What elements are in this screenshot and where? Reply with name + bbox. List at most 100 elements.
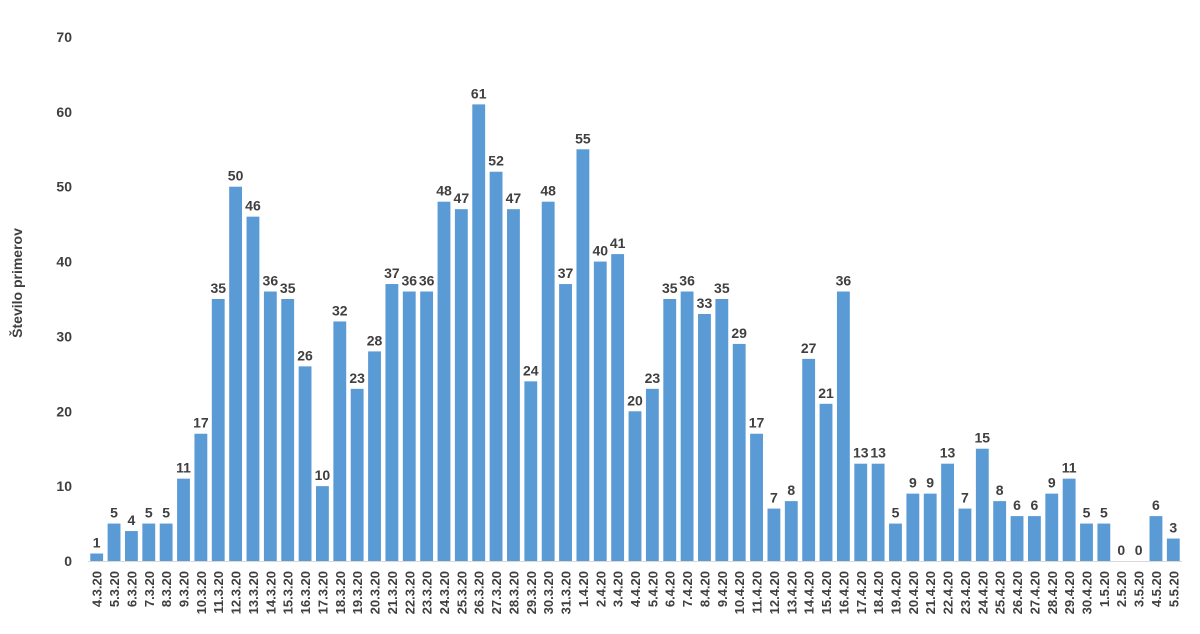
data-label: 40 — [592, 243, 608, 259]
x-tick-label: 15.4.20 — [819, 571, 834, 614]
data-label: 0 — [1117, 542, 1125, 558]
x-tick-label: 23.4.20 — [958, 571, 973, 614]
bar — [698, 313, 711, 561]
data-label: 32 — [332, 302, 348, 318]
data-label: 5 — [1100, 505, 1108, 521]
x-tick-label: 9.3.20 — [177, 571, 192, 607]
data-label: 36 — [836, 273, 852, 289]
data-label: 5 — [162, 505, 170, 521]
data-label: 36 — [419, 273, 435, 289]
bar — [802, 358, 816, 561]
x-tick-label: 30.4.20 — [1079, 571, 1094, 614]
data-label: 9 — [926, 475, 934, 491]
bar — [229, 186, 243, 561]
x-tick-label: 22.3.20 — [402, 571, 417, 614]
x-tick-label: 4.5.20 — [1149, 571, 1164, 607]
x-tick-label: 23.3.20 — [420, 571, 435, 614]
x-tick-label: 10.4.20 — [732, 571, 747, 614]
x-tick-label: 11.4.20 — [750, 571, 765, 614]
data-label: 5 — [1083, 505, 1091, 521]
bar — [871, 463, 885, 561]
x-tick-label: 30.3.20 — [541, 571, 556, 614]
data-label: 28 — [367, 332, 383, 348]
bar — [923, 493, 937, 561]
x-tick-label: 7.3.20 — [142, 571, 157, 607]
data-label: 50 — [228, 168, 244, 184]
x-tick-label: 28.3.20 — [506, 571, 521, 614]
bar — [889, 523, 902, 561]
data-label: 9 — [1048, 475, 1056, 491]
data-label: 47 — [506, 190, 522, 206]
bar — [941, 463, 954, 561]
data-label: 24 — [523, 362, 539, 378]
data-label: 7 — [961, 490, 969, 506]
x-tick-label: 6.3.20 — [124, 571, 139, 607]
bar — [1149, 516, 1163, 561]
bar — [663, 299, 677, 561]
bar — [159, 523, 173, 561]
x-tick-label: 21.4.20 — [923, 571, 938, 614]
bar — [854, 463, 868, 561]
data-label: 27 — [801, 340, 817, 356]
x-tick-label: 25.3.20 — [454, 571, 469, 614]
x-tick-label: 28.4.20 — [1045, 571, 1060, 614]
data-label: 36 — [401, 273, 417, 289]
x-tick-label: 20.3.20 — [368, 571, 383, 614]
data-label: 6 — [1031, 497, 1039, 513]
data-label: 52 — [488, 153, 504, 169]
data-label: 35 — [280, 280, 296, 296]
x-tick-label: 1.4.20 — [576, 571, 591, 607]
bar — [1166, 538, 1180, 561]
bar — [298, 366, 312, 561]
x-tick-label: 27.3.20 — [489, 571, 504, 614]
data-label: 23 — [645, 370, 661, 386]
bar — [1080, 523, 1093, 561]
x-tick-label: 16.4.20 — [836, 571, 851, 614]
bar — [1045, 493, 1059, 561]
x-tick-label: 15.3.20 — [281, 571, 296, 614]
bar — [1027, 516, 1041, 561]
data-label: 37 — [558, 265, 574, 281]
bar — [732, 343, 746, 561]
data-label: 15 — [975, 430, 991, 446]
data-label: 5 — [110, 505, 118, 521]
y-tick-label: 30 — [56, 328, 72, 344]
bar — [350, 388, 364, 561]
y-tick-label: 70 — [56, 29, 72, 45]
x-tick-label: 5.5.20 — [1166, 571, 1181, 607]
bar — [993, 501, 1007, 561]
data-label: 13 — [870, 445, 886, 461]
x-tick-label: 14.4.20 — [802, 571, 817, 614]
data-label: 20 — [627, 392, 643, 408]
x-tick-label: 13.3.20 — [246, 571, 261, 614]
y-axis-label: Število primerov — [8, 228, 25, 338]
bar — [1097, 523, 1111, 561]
bar — [541, 201, 555, 561]
data-label: 6 — [1152, 497, 1160, 513]
bar — [645, 388, 659, 561]
bar — [194, 433, 208, 561]
x-tick-label: 4.3.20 — [90, 571, 105, 607]
x-tick-label: 11.3.20 — [211, 571, 226, 614]
bar — [211, 299, 225, 561]
bar — [906, 493, 920, 561]
data-label: 13 — [940, 445, 956, 461]
y-tick-label: 0 — [64, 553, 72, 569]
bar — [333, 321, 347, 561]
data-label: 41 — [610, 235, 626, 251]
bar — [420, 291, 434, 561]
bar — [1062, 478, 1076, 561]
bar — [246, 216, 260, 561]
data-label: 0 — [1135, 542, 1143, 558]
data-label: 8 — [996, 482, 1004, 498]
x-tick-label: 12.4.20 — [767, 571, 782, 614]
bars — [90, 104, 1180, 562]
bar — [576, 149, 590, 562]
bar — [1010, 516, 1024, 561]
y-tick-label: 40 — [56, 254, 72, 270]
data-label: 11 — [176, 460, 191, 476]
data-label: 36 — [263, 273, 279, 289]
x-tick-label: 18.3.20 — [333, 571, 348, 614]
bar — [611, 254, 625, 561]
